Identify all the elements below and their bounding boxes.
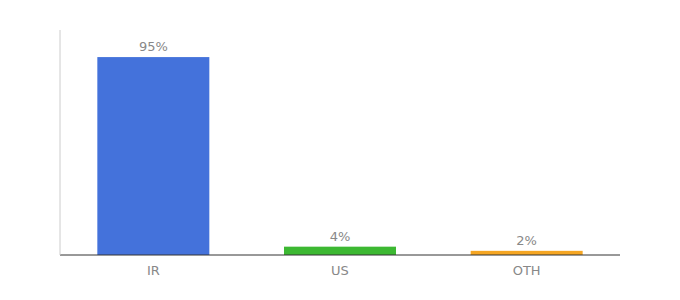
data-label: 2% (516, 233, 537, 248)
x-tick-label: OTH (513, 263, 541, 278)
x-tick-label: IR (147, 263, 160, 278)
chart-svg: IR US OTH 95% 4% 2% (0, 0, 680, 300)
x-axis (60, 255, 620, 256)
bar (97, 57, 209, 255)
bar (284, 247, 396, 255)
chart-container: IR US OTH 95% 4% 2% (0, 0, 680, 300)
y-axis (60, 30, 61, 255)
x-tick-label: US (331, 263, 349, 278)
data-label: 95% (139, 39, 168, 54)
plot-area (97, 57, 582, 255)
data-label: 4% (330, 229, 351, 244)
bar (471, 251, 583, 255)
